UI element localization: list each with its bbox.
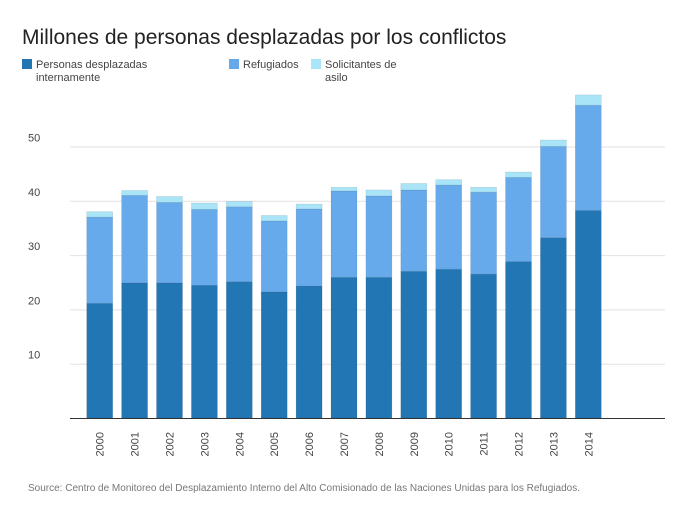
- y-tick-label: 20: [28, 295, 40, 307]
- bar-segment-2009: [400, 189, 428, 272]
- bar-segment-2009: [400, 271, 428, 419]
- legend-swatch: [229, 59, 239, 69]
- legend-swatch: [311, 59, 321, 69]
- bar-segment-2003: [191, 209, 218, 286]
- bar-segment-2011: [470, 191, 497, 275]
- x-tick-label: 2004: [234, 432, 246, 456]
- bar-segment-2005: [260, 215, 288, 222]
- x-tick-label: 2002: [165, 432, 177, 456]
- legend-label: Solicitantes de: [325, 59, 397, 71]
- bar-segment-2010: [435, 184, 463, 270]
- legend-label: Personas desplazadas: [36, 59, 148, 71]
- y-tick-label: 50: [28, 133, 40, 145]
- bar-segment-2010: [435, 268, 463, 419]
- x-tick-label: 2011: [479, 432, 491, 456]
- bar-segment-2001: [121, 190, 148, 196]
- x-tick-label: 2014: [583, 432, 595, 456]
- x-tick-label: 2000: [95, 432, 107, 456]
- y-tick-label: 10: [28, 350, 40, 362]
- bar-segment-2001: [121, 195, 148, 284]
- bar-segment-2003: [191, 285, 218, 419]
- x-tick-label: 2010: [444, 432, 456, 456]
- bar-segment-2012: [505, 261, 532, 419]
- bar-segment-2013: [540, 237, 567, 419]
- bar-segment-2007: [330, 277, 358, 419]
- legend-swatch: [22, 59, 32, 69]
- bar-segment-2000: [86, 303, 113, 419]
- bar-segment-2008: [365, 195, 393, 278]
- chart-title: Millones de personas desplazadas por los…: [22, 26, 506, 49]
- bar-segment-2014: [574, 210, 602, 419]
- bar-segment-2005: [260, 291, 288, 419]
- y-tick-label: 30: [28, 241, 40, 253]
- bar-segment-2014: [574, 104, 602, 211]
- bar-segment-2002: [156, 202, 183, 284]
- bars: [86, 94, 602, 419]
- bar-segment-2010: [435, 179, 463, 186]
- bar-segment-2003: [191, 202, 218, 210]
- bar-segment-2013: [540, 139, 567, 147]
- x-tick-label: 2001: [130, 432, 142, 456]
- bar-segment-2004: [226, 281, 253, 419]
- bar-segment-2014: [574, 94, 602, 106]
- legend-label: asilo: [325, 72, 348, 84]
- x-tick-label: 2005: [269, 432, 281, 456]
- bar-segment-2013: [540, 146, 567, 239]
- bar-segment-2000: [86, 211, 113, 218]
- bar-segment-2005: [260, 220, 288, 293]
- x-tick-label: 2013: [548, 432, 560, 456]
- bar-segment-2007: [330, 186, 358, 192]
- bar-segment-2012: [505, 177, 532, 262]
- legend-label: Refugiados: [243, 59, 299, 71]
- bar-segment-2006: [295, 203, 323, 210]
- bar-segment-2011: [470, 186, 497, 193]
- bar-segment-2002: [156, 196, 183, 203]
- bar-segment-2007: [330, 190, 358, 278]
- bar-segment-2006: [295, 285, 323, 419]
- bar-segment-2001: [121, 282, 148, 419]
- x-tick-label: 2009: [409, 432, 421, 456]
- bar-segment-2000: [86, 216, 113, 304]
- bar-segment-2006: [295, 208, 323, 287]
- x-tick-label: 2007: [339, 432, 351, 456]
- bar-segment-2004: [226, 206, 253, 283]
- x-tick-label: 2008: [374, 432, 386, 456]
- bar-segment-2008: [365, 189, 393, 197]
- bar-segment-2012: [505, 171, 532, 178]
- bar-segment-2004: [226, 201, 253, 208]
- x-axis-labels: 2000 2001 2002 2003 2004 2005 2006 2007 2008 2009…: [95, 432, 596, 456]
- x-tick-label: 2012: [514, 432, 526, 456]
- legend-label: internamente: [36, 72, 100, 84]
- x-tick-label: 2006: [304, 432, 316, 456]
- bar-segment-2008: [365, 277, 393, 419]
- bar-segment-2009: [400, 183, 428, 191]
- bar-segment-2011: [470, 273, 497, 419]
- source-note: Source: Centro de Monitoreo del Desplaza…: [28, 483, 580, 494]
- x-tick-label: 2003: [199, 432, 211, 456]
- bar-segment-2002: [156, 282, 183, 419]
- y-tick-label: 40: [28, 187, 40, 199]
